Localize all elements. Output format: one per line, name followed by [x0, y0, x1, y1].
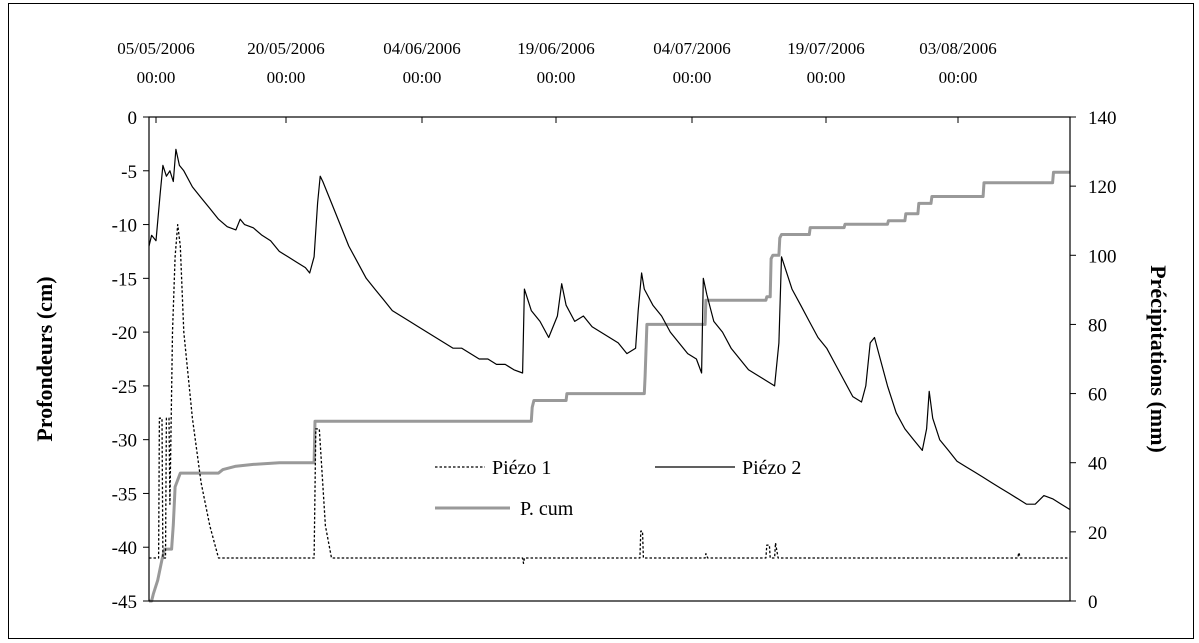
top-axis-tick-label-date: 03/08/2006 — [919, 39, 996, 58]
y-axis-left-title: Profondeurs (cm) — [32, 276, 57, 441]
left-axis-tick-label: -45 — [112, 592, 137, 613]
left-axis-tick-label: 0 — [128, 108, 138, 129]
right-axis-tick-label: 60 — [1088, 385, 1107, 406]
left-axis-ticks: 0 -5 -10 -15 -20 -25 -30 -35 -40 -45 — [112, 108, 149, 613]
legend-label: P. cum — [520, 498, 574, 520]
plot-series — [148, 148, 1071, 603]
left-axis-tick-label: -25 — [112, 377, 137, 398]
right-axis-tick-label: 140 — [1088, 108, 1117, 129]
plot-area-frame — [148, 116, 1071, 602]
top-axis-ticks: 05/05/2006 00:00 20/05/2006 00:00 04/06/2006… — [117, 39, 997, 123]
left-axis-tick-label: -15 — [112, 269, 137, 290]
top-axis-tick-label-time: 00:00 — [403, 68, 442, 87]
left-axis-tick-label: -20 — [112, 323, 137, 344]
top-axis-tick-label-time: 00:00 — [267, 68, 306, 87]
legend-label: Piézo 2 — [742, 457, 801, 479]
left-axis-tick-label: -5 — [121, 162, 137, 183]
top-axis-tick-label-date: 19/06/2006 — [517, 39, 594, 58]
top-axis-tick-label-date: 04/06/2006 — [383, 39, 460, 58]
top-axis-tick-label-time: 00:00 — [673, 68, 712, 87]
right-axis-tick-label: 20 — [1088, 523, 1107, 544]
top-axis-tick-label-time: 00:00 — [807, 68, 846, 87]
left-axis-tick-label: -35 — [112, 484, 137, 505]
top-axis-tick-label-time: 00:00 — [939, 68, 978, 87]
left-axis-tick-label: -30 — [112, 431, 137, 452]
right-axis-ticks: 140 120 100 80 60 40 20 0 — [1070, 108, 1117, 613]
right-axis-tick-label: 40 — [1088, 454, 1107, 475]
right-axis-tick-label: 0 — [1088, 592, 1098, 613]
left-axis-tick-label: -10 — [112, 216, 137, 237]
legend: Piézo 1 Piézo 2 P. cum — [435, 457, 801, 520]
y-axis-right-title: Précipitations (mm) — [1146, 265, 1171, 453]
chart-frame — [8, 3, 1194, 639]
series-line-pi-zo-2 — [148, 148, 1071, 511]
left-axis-tick-label: -40 — [112, 538, 137, 559]
top-axis-tick-label-time: 00:00 — [137, 68, 176, 87]
top-axis-tick-label-date: 04/07/2006 — [653, 39, 730, 58]
series-line-p-cum — [149, 170, 1070, 603]
right-axis-tick-label: 120 — [1088, 177, 1117, 198]
legend-label: Piézo 1 — [492, 457, 551, 479]
top-axis-tick-label-date: 19/07/2006 — [787, 39, 864, 58]
right-axis-tick-label: 100 — [1088, 246, 1117, 267]
top-axis-tick-label-date: 20/05/2006 — [247, 39, 324, 58]
top-axis-tick-label-time: 00:00 — [537, 68, 576, 87]
right-axis-tick-label: 80 — [1088, 315, 1107, 336]
series-line-pi-zo-1 — [149, 223, 1070, 565]
top-axis-tick-label-date: 05/05/2006 — [117, 39, 194, 58]
